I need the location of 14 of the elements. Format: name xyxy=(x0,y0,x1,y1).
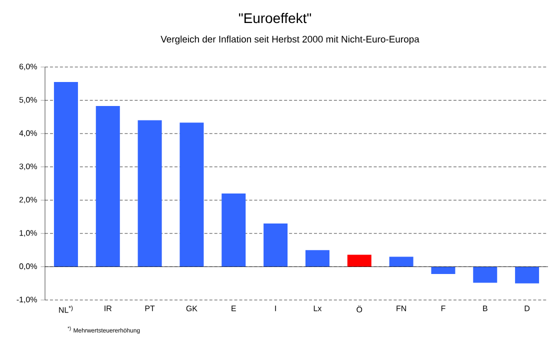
chart-title: "Euroeffekt" xyxy=(238,12,312,24)
bar xyxy=(473,266,498,283)
bar xyxy=(222,193,246,267)
bar xyxy=(138,120,162,267)
bar xyxy=(389,256,414,267)
bar xyxy=(431,266,456,274)
bar xyxy=(515,266,540,284)
bar xyxy=(54,82,78,267)
bar xyxy=(347,254,372,267)
bar xyxy=(305,250,330,267)
bar xyxy=(96,106,120,267)
bar xyxy=(264,223,288,267)
bar xyxy=(180,122,204,267)
chart-subtitle: Vergleich der Inflation seit Herbst 2000 mit Nicht-Euro-Europa xyxy=(160,36,420,44)
